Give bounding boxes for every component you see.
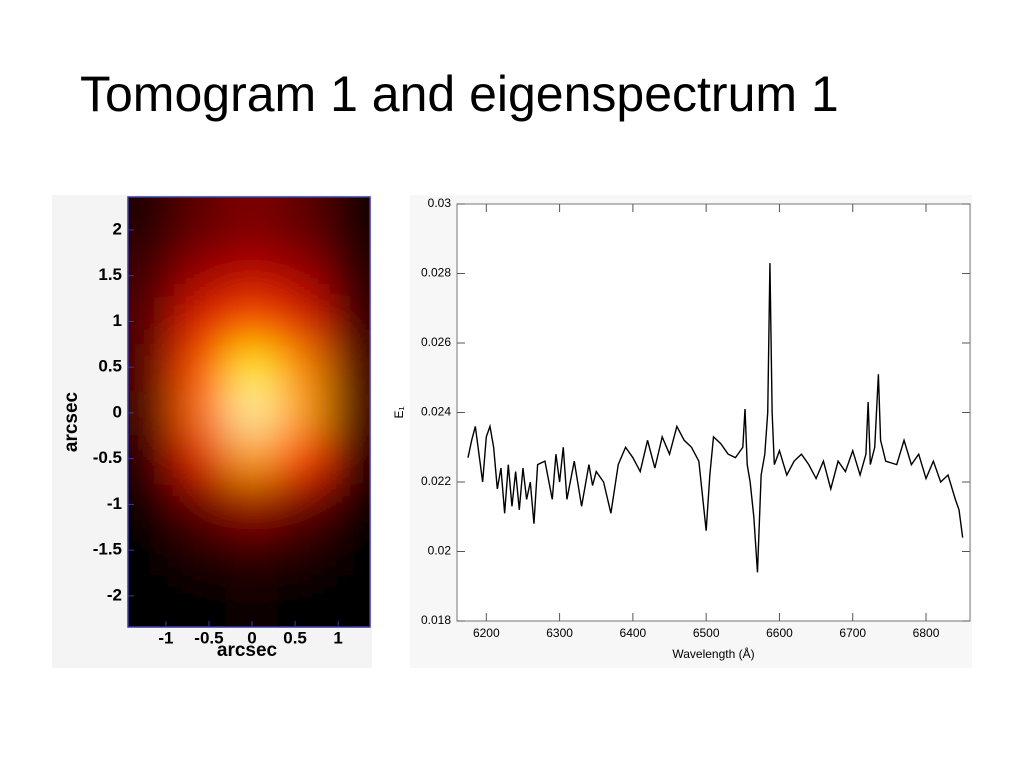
y-tick-label: -2: [107, 585, 122, 604]
spectrum-line: [467, 263, 964, 573]
y-tick-label: -0.5: [93, 448, 122, 467]
x-tick-label: 6800: [913, 626, 940, 640]
y-tick-label: 0: [113, 402, 122, 421]
heatmap-cell: [277, 390, 330, 436]
heatmap-cell: [174, 298, 227, 345]
y-tick-label: -1.5: [93, 540, 122, 559]
y-tick-label: 0.02: [428, 544, 452, 558]
x-tick-label: 6500: [693, 626, 720, 640]
x-tick-label: 6200: [473, 626, 500, 640]
heatmap-cell: [226, 298, 278, 345]
x-tick-label: -0.5: [194, 628, 223, 647]
heatmap-cell: [277, 527, 330, 574]
x-tick-label: 1: [333, 628, 342, 647]
heatmap-cells: [128, 197, 370, 627]
y-tick-label: 2: [113, 219, 122, 238]
y-tick-label: 1: [113, 311, 122, 330]
heatmap-cell: [128, 252, 175, 299]
heatmap-cell: [174, 344, 227, 391]
heatmap-cell: [174, 481, 227, 528]
y-axis-label: arcsec: [61, 391, 82, 452]
y-tick-label: 1.5: [98, 265, 122, 284]
charts: -1 -0.5 0 0.5 1 2 1.5 1 0.5 0 -0.5 -1 -1.5 -2 arcsec ar…: [61, 196, 971, 661]
heatmap-cell: [277, 573, 330, 627]
heatmap-cell: [329, 481, 370, 528]
heatmap-cell: [329, 197, 370, 253]
heatmap-cell: [329, 298, 370, 345]
y-tick-label: -1: [107, 494, 122, 513]
x-tick-label: -1: [158, 628, 173, 647]
x-tick-label: 6700: [839, 626, 866, 640]
heatmap-cell: [329, 390, 370, 436]
heatmap-cell: [174, 527, 227, 574]
heatmap-cell: [277, 298, 330, 345]
heatmap-cell: [277, 344, 330, 391]
heatmap-cell: [226, 197, 278, 253]
y-tick-label: 0.024: [421, 405, 451, 419]
heatmap-cell: [128, 298, 175, 345]
y-tick-label: 0.026: [421, 335, 451, 349]
heatmap-cell: [329, 573, 370, 627]
heatmap-cell: [329, 252, 370, 299]
heatmap-cell: [329, 344, 370, 391]
heatmap-cell: [174, 197, 227, 253]
heatmap-cell: [174, 252, 227, 299]
heatmap-cell: [128, 344, 175, 391]
x-tick-label: 6300: [546, 626, 573, 640]
x-tick-label: 6400: [620, 626, 647, 640]
x-tick-label: 0: [247, 628, 256, 647]
y-tick-label: 0.018: [421, 613, 451, 627]
y-tick-label: 0.5: [98, 357, 122, 376]
heatmap-cell: [128, 197, 175, 253]
heatmap-cell: [174, 435, 227, 482]
heatmap-cell: [226, 481, 278, 528]
heatmap-cell: [226, 252, 278, 299]
heatmap-cell: [128, 527, 175, 574]
heatmap-cell: [329, 527, 370, 574]
heatmap-cell: [277, 435, 330, 482]
slide-title: Tomogram 1 and eigenspectrum 1: [80, 66, 839, 122]
heatmap-cell: [277, 481, 330, 528]
plot-frame: [456, 203, 971, 622]
heatmap-cell: [174, 573, 227, 627]
heatmap-cell: [128, 435, 175, 482]
x-axis-label: arcsec: [217, 640, 278, 661]
heatmap-cell: [128, 481, 175, 528]
y-tick-label: 0.028: [421, 266, 451, 280]
y-axis-label: E₁: [392, 406, 406, 418]
heatmap-cell: [226, 390, 278, 436]
y-tick-label: 0.03: [428, 196, 452, 210]
heatmap-cell: [226, 527, 278, 574]
heatmap-cell: [277, 252, 330, 299]
y-tick-label: 0.022: [421, 474, 451, 488]
x-tick-label: 6600: [766, 626, 793, 640]
heatmap-cell: [226, 573, 278, 627]
heatmap-blur: [128, 197, 370, 627]
heatmap-cell: [226, 344, 278, 391]
x-tick-label: 0.5: [283, 628, 307, 647]
heatmap-cell: [174, 390, 227, 436]
x-axis-label: Wavelength (Å): [672, 646, 754, 661]
heatmap-cell: [226, 435, 278, 482]
heatmap-cell: [329, 435, 370, 482]
heatmap-cell: [128, 573, 175, 627]
heatmap-cell: [277, 197, 330, 253]
plot-frame: [127, 196, 371, 628]
heatmap-cell: [128, 390, 175, 436]
